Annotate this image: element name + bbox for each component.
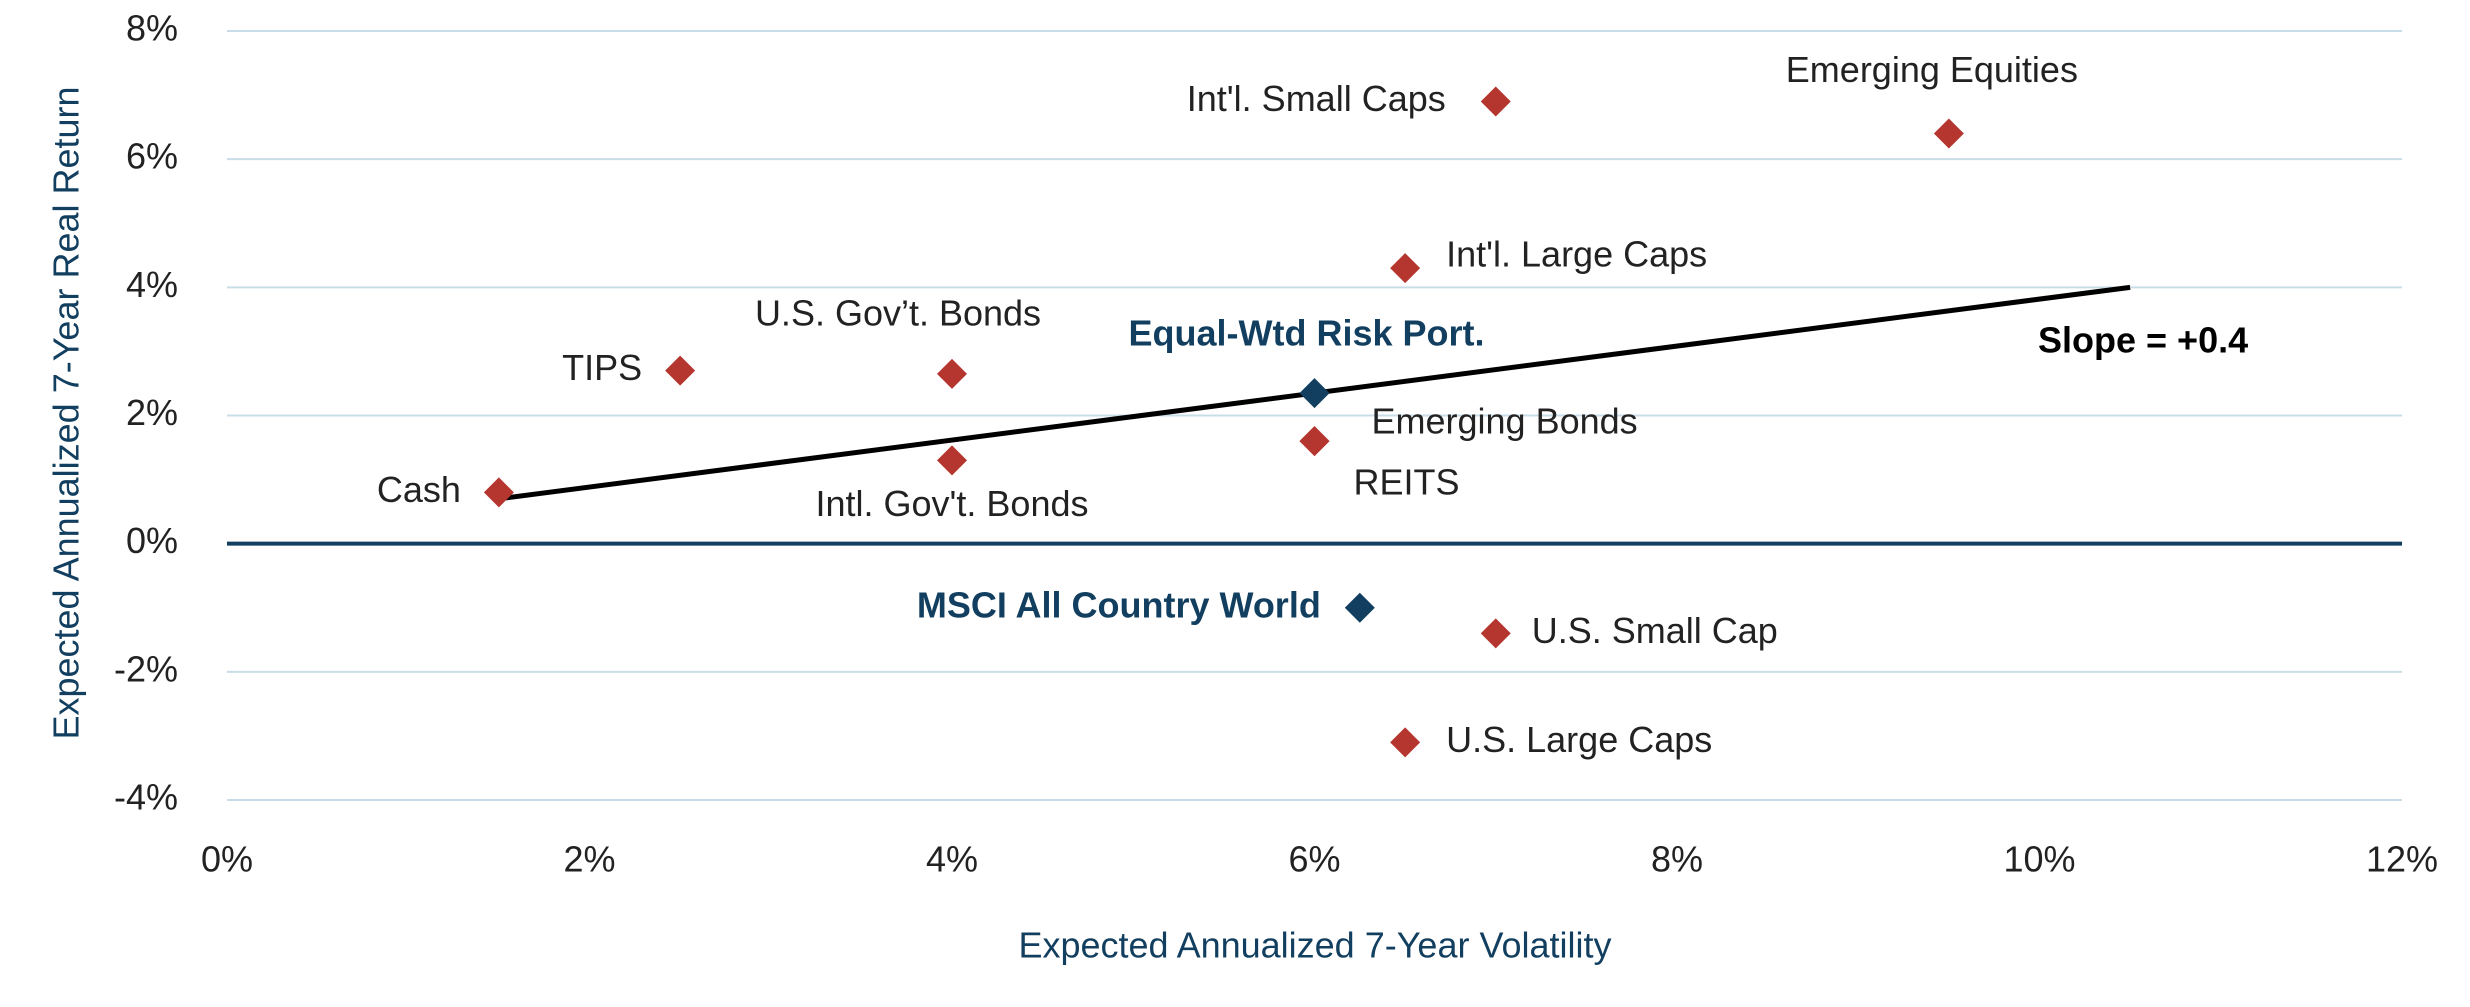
point-label: U.S. Small Cap — [1532, 610, 1778, 651]
y-tick-label: -4% — [114, 777, 178, 818]
y-tick-label: -2% — [114, 648, 178, 689]
y-tick-label: 2% — [126, 392, 178, 433]
point-label: MSCI All Country World — [917, 584, 1321, 625]
x-tick-label: 4% — [926, 839, 978, 880]
point — [1480, 86, 1511, 117]
point — [1390, 253, 1421, 284]
point — [1933, 118, 1964, 149]
x-tick-label: 0% — [201, 839, 253, 880]
point-label: Emerging Equities — [1786, 49, 2078, 90]
point-label: Emerging Bonds — [1372, 401, 1638, 442]
x-tick-label: 12% — [2366, 839, 2438, 880]
y-tick-label: 4% — [126, 264, 178, 305]
y-axis-title: Expected Annualized 7-Year Real Return — [46, 86, 87, 739]
point — [937, 358, 967, 389]
point-label: Equal-Wtd Risk Port. — [1128, 313, 1484, 354]
point — [1299, 426, 1330, 457]
x-tick-label: 8% — [1651, 839, 1703, 880]
point-label: U.S. Gov’t. Bonds — [755, 292, 1041, 333]
y-tick-label: 0% — [126, 520, 178, 561]
x-axis-title: Expected Annualized 7-Year Volatility — [1018, 925, 1611, 966]
point-label: Int'l. Small Caps — [1187, 78, 1446, 119]
y-tick-label: 8% — [126, 8, 178, 49]
point-label: Intl. Gov't. Bonds — [815, 483, 1088, 524]
point — [1299, 378, 1330, 409]
point — [1344, 592, 1375, 623]
point — [1390, 727, 1421, 758]
point — [937, 445, 967, 476]
point — [665, 355, 696, 386]
point-label: Cash — [377, 469, 461, 510]
x-tick-label: 2% — [563, 839, 615, 880]
x-tick-label: 6% — [1288, 839, 1340, 880]
point-label: REITS — [1354, 462, 1460, 503]
y-tick-label: 6% — [126, 136, 178, 177]
trend-label: Slope = +0.4 — [2038, 320, 2248, 361]
point-label: U.S. Large Caps — [1446, 719, 1712, 760]
x-tick-label: 10% — [2003, 839, 2075, 880]
point — [1480, 618, 1511, 649]
point-label: Int'l. Large Caps — [1446, 234, 1707, 275]
point — [483, 477, 514, 508]
point-label: TIPS — [562, 347, 642, 388]
